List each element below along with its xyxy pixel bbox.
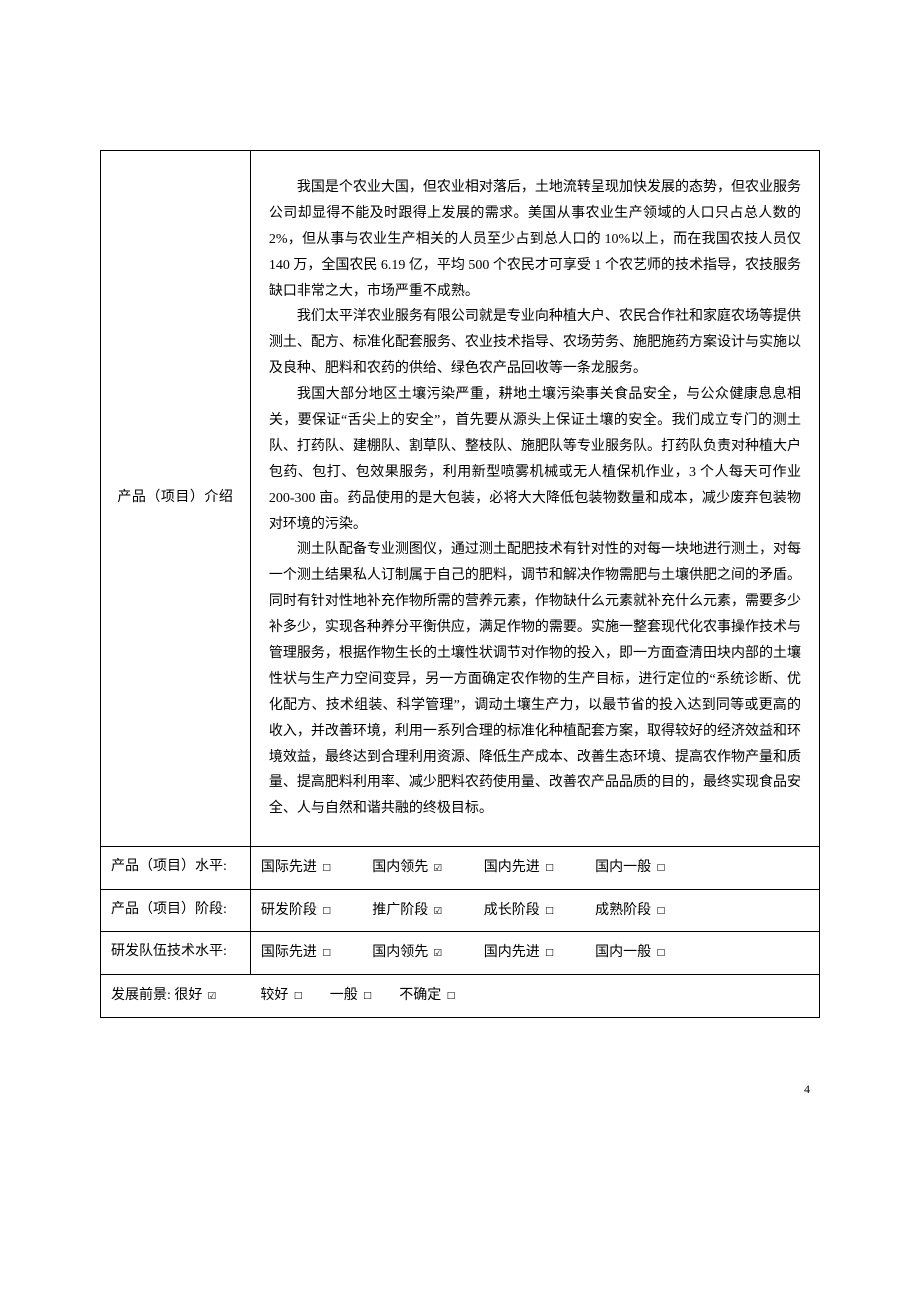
level-options-cell: 国际先进 ☐ 国内领先 ☑ 国内先进 ☐ 国内一般 ☐ bbox=[250, 847, 819, 890]
checkbox: ☐ bbox=[322, 854, 330, 881]
team-label-cell: 研发队伍技术水平: bbox=[101, 932, 251, 975]
intro-paragraph-4: 测土队配备专业测图仪，通过测土配肥技术有针对性的对每一块地进行测土，对每一个测土… bbox=[269, 537, 801, 822]
checkbox: ☑ bbox=[208, 982, 216, 1009]
stage-option-3: 成长阶段 ☐ bbox=[484, 897, 554, 925]
level-option-2: 国内领先 ☑ bbox=[372, 854, 442, 882]
team-option-2: 国内领先 ☑ bbox=[372, 939, 442, 967]
checkbox: ☑ bbox=[434, 897, 442, 924]
checkbox: ☑ bbox=[434, 854, 442, 881]
checkbox: ☐ bbox=[447, 982, 455, 1009]
intro-row: 产品（项目）介绍 我国是个农业大国，但农业相对落后，土地流转呈现加快发展的态势，… bbox=[101, 151, 820, 847]
team-label: 研发队伍技术水平: bbox=[111, 944, 227, 959]
team-row: 研发队伍技术水平: 国际先进 ☐ 国内领先 ☑ 国内先进 ☐ 国内一般 ☐ bbox=[101, 932, 820, 975]
level-row: 产品（项目）水平: 国际先进 ☐ 国内领先 ☑ 国内先进 ☐ 国内一般 ☐ bbox=[101, 847, 820, 890]
prospect-option-2: 较好 ☐ bbox=[260, 982, 302, 1010]
level-option-1: 国际先进 ☐ bbox=[261, 854, 331, 882]
checkbox: ☐ bbox=[545, 939, 553, 966]
level-label: 产品（项目）水平: bbox=[111, 859, 227, 874]
team-option-4: 国内一般 ☐ bbox=[595, 939, 665, 967]
stage-option-4: 成熟阶段 ☐ bbox=[595, 897, 665, 925]
checkbox: ☐ bbox=[322, 897, 330, 924]
prospect-row: 发展前景: 很好 ☑ 较好 ☐ 一般 ☐ 不确定 ☐ bbox=[101, 975, 820, 1018]
prospect-option-1: 很好 ☑ bbox=[174, 982, 216, 1010]
intro-paragraph-2: 我们太平洋农业服务有限公司就是专业向种植大户、农民合作社和家庭农场等提供测土、配… bbox=[269, 304, 801, 382]
team-options-cell: 国际先进 ☐ 国内领先 ☑ 国内先进 ☐ 国内一般 ☐ bbox=[250, 932, 819, 975]
stage-row: 产品（项目）阶段: 研发阶段 ☐ 推广阶段 ☑ 成长阶段 ☐ 成熟阶段 ☐ bbox=[101, 889, 820, 932]
team-option-3: 国内先进 ☐ bbox=[484, 939, 554, 967]
checkbox: ☐ bbox=[657, 939, 665, 966]
checkbox: ☐ bbox=[657, 854, 665, 881]
stage-options-cell: 研发阶段 ☐ 推广阶段 ☑ 成长阶段 ☐ 成熟阶段 ☐ bbox=[250, 889, 819, 932]
prospect-label: 发展前景: bbox=[111, 988, 171, 1003]
checkbox: ☑ bbox=[434, 939, 442, 966]
stage-label: 产品（项目）阶段: bbox=[111, 902, 227, 917]
prospect-option-3: 一般 ☐ bbox=[330, 982, 372, 1010]
intro-paragraph-1: 我国是个农业大国，但农业相对落后，土地流转呈现加快发展的态势，但农业服务公司却显… bbox=[269, 175, 801, 304]
level-label-cell: 产品（项目）水平: bbox=[101, 847, 251, 890]
prospect-label-cell: 发展前景: 很好 ☑ bbox=[101, 975, 251, 1018]
level-option-4: 国内一般 ☐ bbox=[595, 854, 665, 882]
level-option-3: 国内先进 ☐ bbox=[484, 854, 554, 882]
stage-option-2: 推广阶段 ☑ bbox=[372, 897, 442, 925]
intro-paragraph-3: 我国大部分地区土壤污染严重，耕地土壤污染事关食品安全，与公众健康息息相关，要保证… bbox=[269, 382, 801, 537]
intro-content-cell: 我国是个农业大国，但农业相对落后，土地流转呈现加快发展的态势，但农业服务公司却显… bbox=[250, 151, 819, 847]
checkbox: ☐ bbox=[657, 897, 665, 924]
page-number: 4 bbox=[100, 1078, 820, 1101]
prospect-options-cell-1: 较好 ☐ 一般 ☐ 不确定 ☐ bbox=[250, 975, 774, 1018]
project-table: 产品（项目）介绍 我国是个农业大国，但农业相对落后，土地流转呈现加快发展的态势，… bbox=[100, 150, 820, 1018]
checkbox: ☐ bbox=[363, 982, 371, 1009]
team-option-1: 国际先进 ☐ bbox=[261, 939, 331, 967]
checkbox: ☐ bbox=[294, 982, 302, 1009]
checkbox: ☐ bbox=[545, 897, 553, 924]
stage-option-1: 研发阶段 ☐ bbox=[261, 897, 331, 925]
intro-label-cell: 产品（项目）介绍 bbox=[101, 151, 251, 847]
checkbox: ☐ bbox=[322, 939, 330, 966]
checkbox: ☐ bbox=[545, 854, 553, 881]
prospect-empty-cell bbox=[774, 975, 819, 1018]
stage-label-cell: 产品（项目）阶段: bbox=[101, 889, 251, 932]
prospect-option-4: 不确定 ☐ bbox=[399, 982, 455, 1010]
intro-label: 产品（项目）介绍 bbox=[117, 490, 233, 505]
